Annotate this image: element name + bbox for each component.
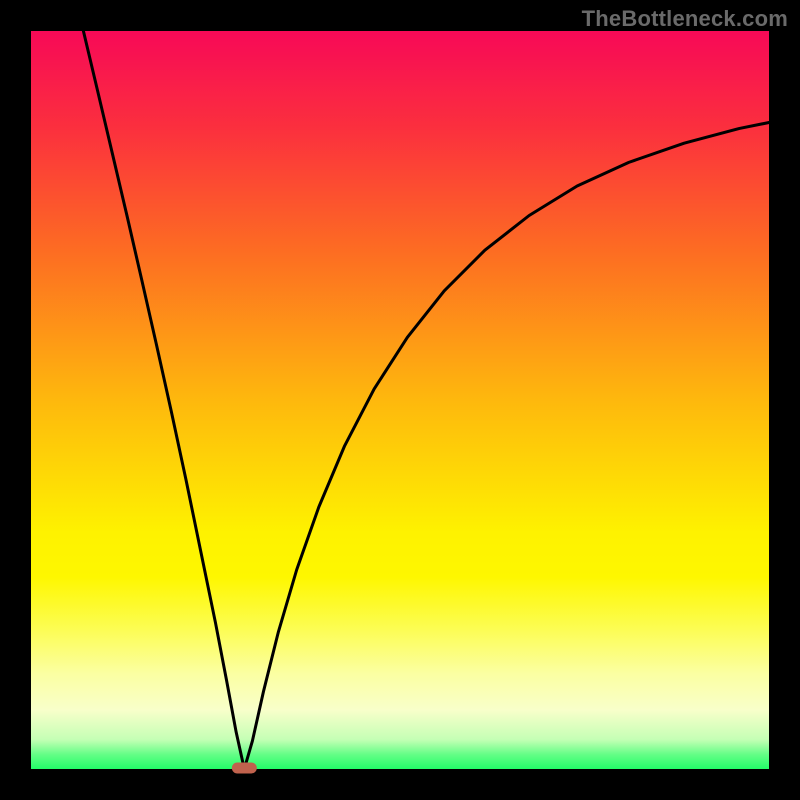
chart-plot-area	[31, 31, 769, 769]
chart-curve-path	[83, 31, 769, 769]
chart-minimum-marker	[232, 762, 256, 773]
chart-curve-svg	[31, 31, 769, 769]
watermark-text: TheBottleneck.com	[582, 6, 788, 32]
